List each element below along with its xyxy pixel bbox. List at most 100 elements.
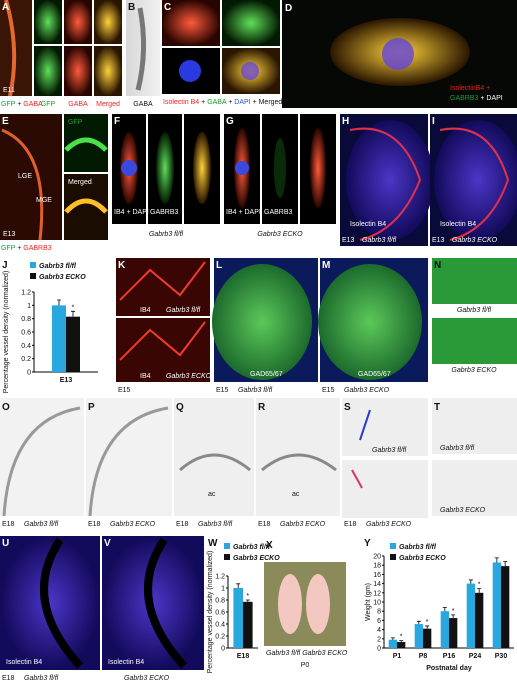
y-tick-label: 14 bbox=[373, 581, 381, 588]
panel-letter: D bbox=[285, 3, 292, 14]
bar bbox=[501, 566, 510, 648]
panel-t: T Gabrb3 fl/fl Gabrb3 ECKO bbox=[432, 398, 517, 516]
genotype: Gabrb3 ECKO bbox=[166, 373, 212, 380]
genotype: Gabrb3 fl/fl bbox=[149, 231, 184, 238]
bar bbox=[233, 588, 243, 648]
panel-letter: M bbox=[322, 260, 330, 271]
y-tick-label: 0.4 bbox=[215, 622, 225, 629]
genotype: Gabrb3 fl/fl bbox=[362, 237, 397, 244]
panel-letter: E bbox=[2, 116, 9, 127]
stain: Isolectin B4 bbox=[440, 221, 476, 228]
stage: E18 bbox=[176, 521, 189, 528]
legend: GABRB3 + DAPI bbox=[450, 95, 503, 102]
panel-m: M GAD65/67 E15 Gabrb3 ECKO bbox=[318, 258, 428, 394]
genotype: Gabrb3 ECKO bbox=[124, 675, 170, 682]
bar bbox=[466, 583, 475, 648]
genotype: Gabrb3 fl/fl bbox=[24, 521, 59, 528]
panel-letter: V bbox=[104, 538, 111, 549]
y-tick-label: 0.8 bbox=[215, 598, 225, 605]
genotype: Gabrb3 ECKO bbox=[366, 521, 412, 528]
panel-letter: G bbox=[226, 116, 234, 127]
bar bbox=[475, 592, 484, 648]
panel-d: D IsolectinB4 + GABRB3 + DAPI bbox=[282, 0, 517, 108]
stain: GAD65/67 bbox=[358, 371, 391, 378]
y-tick-label: 18 bbox=[373, 563, 381, 570]
x-tick-label: P24 bbox=[469, 653, 482, 660]
genotype: Gabrb3 ECKO bbox=[452, 237, 498, 244]
panel-i: I Isolectin B4 E13 Gabrb3 ECKO bbox=[430, 114, 517, 246]
significance: * bbox=[452, 608, 455, 615]
legend-label: Gabrb3 ECKO bbox=[233, 555, 280, 562]
strip-label: IB4 + DAPI bbox=[226, 209, 261, 216]
genotype: Gabrb3 ECKO bbox=[451, 367, 497, 374]
stage: E18 bbox=[2, 521, 15, 528]
legend: GFP + GABA bbox=[1, 101, 43, 108]
panel-e: E E13 LGE MGE GFP Merged GFP + GABRB3 bbox=[0, 114, 108, 252]
genotype: Gabrb3 fl/fl bbox=[238, 387, 273, 394]
legend-swatch bbox=[30, 273, 36, 279]
y-axis-label: Percentage vessel density (normalized) bbox=[3, 271, 10, 394]
y-tick-label: 20 bbox=[373, 554, 381, 561]
panel-u: U Isolectin B4 E18 Gabrb3 fl/fl bbox=[0, 536, 100, 682]
genotype: Gabrb3 ECKO bbox=[110, 521, 156, 528]
x-tick-label: E13 bbox=[60, 377, 73, 384]
structure: ac bbox=[208, 491, 216, 498]
stain-label: GABA bbox=[133, 101, 153, 108]
stage: E15 bbox=[118, 387, 131, 394]
legend-label: Gabrb3 fl/fl bbox=[399, 544, 437, 551]
stage: E13 bbox=[432, 237, 445, 244]
error-bar bbox=[236, 583, 241, 588]
panel-letter: B bbox=[128, 2, 135, 13]
genotype: Gabrb3 ECKO bbox=[257, 231, 303, 238]
panel-c: C Isolectin B4 + GABA + DAPI + Merged bbox=[162, 0, 282, 106]
column-label: GFP bbox=[41, 101, 56, 108]
panel-f: F IB4 + DAPI GABRB3 Gabrb3 fl/fl bbox=[112, 114, 220, 238]
bar bbox=[243, 601, 253, 648]
y-tick-label: 1.2 bbox=[21, 290, 31, 297]
panel-letter: U bbox=[2, 538, 9, 549]
inset-label: Merged bbox=[68, 179, 92, 186]
x-tick-label: P16 bbox=[443, 653, 456, 660]
inset-label: GFP bbox=[68, 119, 83, 126]
panel-o: O E18 Gabrb3 fl/fl bbox=[0, 398, 84, 528]
strip-label: GABRB3 bbox=[264, 209, 293, 216]
bar bbox=[449, 618, 458, 648]
y-tick-label: 10 bbox=[373, 600, 381, 607]
panel-x: X Gabrb3 fl/fl Gabrb3 ECKO P0 bbox=[264, 540, 348, 669]
panel-letter: A bbox=[2, 2, 9, 13]
error-bar bbox=[390, 637, 395, 640]
bar bbox=[440, 611, 449, 648]
panel-letter: N bbox=[434, 260, 441, 271]
y-tick-label: 12 bbox=[373, 590, 381, 597]
y-tick-label: 6 bbox=[377, 618, 381, 625]
error-bar bbox=[399, 640, 404, 643]
panel-b: B GABA bbox=[126, 0, 160, 108]
strip-label: IB4 + DAPI bbox=[114, 209, 149, 216]
y-tick-label: 16 bbox=[373, 572, 381, 579]
genotype: Gabrb3 ECKO bbox=[344, 387, 390, 394]
panel-letter: C bbox=[164, 2, 171, 13]
panel-letter: Q bbox=[176, 402, 184, 413]
y-tick-label: 4 bbox=[377, 627, 381, 634]
y-tick-label: 2 bbox=[377, 636, 381, 643]
error-bar bbox=[245, 599, 250, 602]
panel-letter: X bbox=[266, 540, 273, 551]
panel-letter: S bbox=[344, 402, 351, 413]
error-bar bbox=[494, 557, 499, 563]
stain: GAD65/67 bbox=[250, 371, 283, 378]
legend: Isolectin B4 + GABA + DAPI + Merged bbox=[163, 99, 282, 106]
panel-s: S Gabrb3 fl/fl E18 Gabrb3 ECKO bbox=[342, 398, 428, 528]
y-axis-label: Weight (gm) bbox=[365, 583, 372, 621]
bar bbox=[414, 624, 423, 648]
error-bar bbox=[468, 579, 473, 584]
genotype: Gabrb3 fl/fl bbox=[457, 307, 492, 314]
genotype: Gabrb3 ECKO bbox=[440, 507, 486, 514]
column-label: Merged bbox=[96, 101, 120, 108]
panel-q: Q ac E18 Gabrb3 fl/fl bbox=[174, 398, 254, 528]
panel-g: G IB4 + DAPI GABRB3 Gabrb3 ECKO bbox=[224, 114, 336, 238]
legend-swatch bbox=[224, 554, 230, 560]
significance: * bbox=[72, 304, 75, 311]
legend-label: Gabrb3 ECKO bbox=[39, 274, 86, 281]
legend-swatch bbox=[224, 543, 230, 549]
panel-h: H Isolectin B4 E13 Gabrb3 fl/fl bbox=[340, 114, 434, 246]
